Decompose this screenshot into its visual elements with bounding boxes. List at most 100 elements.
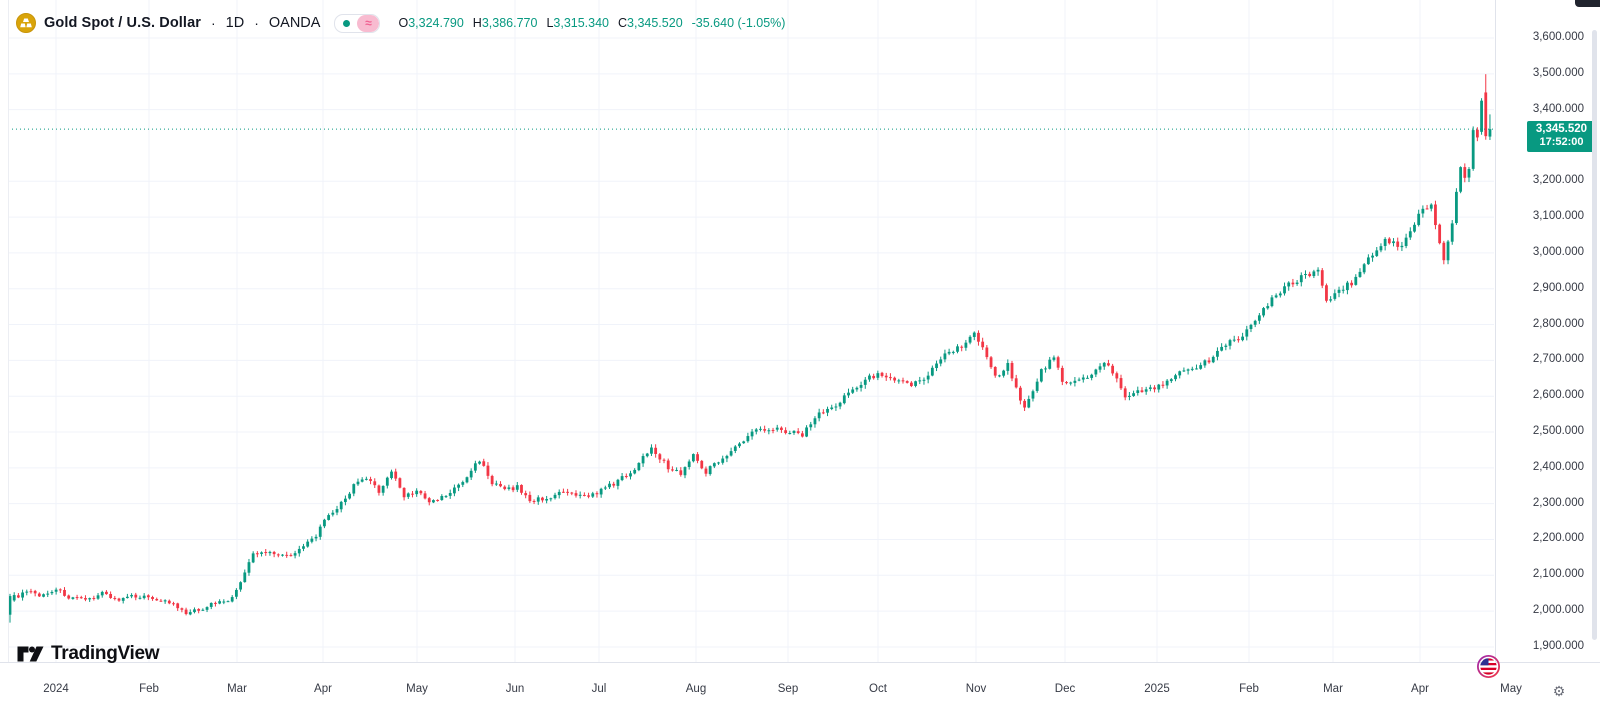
candle-body <box>1245 329 1249 337</box>
candle-body <box>272 551 276 555</box>
candle-body <box>608 483 611 488</box>
candle-body <box>364 478 368 480</box>
candle-body <box>1329 299 1333 301</box>
candle-body <box>1350 282 1353 286</box>
candle-body <box>448 492 452 496</box>
candlestick-chart[interactable] <box>0 0 1495 662</box>
candle-body <box>121 597 125 601</box>
time-tick-label: Mar <box>227 683 247 695</box>
candle-body <box>1459 167 1463 192</box>
candle-body <box>704 468 708 474</box>
price-tick-label: 3,000.000 <box>1532 245 1584 258</box>
candle-body <box>536 497 540 502</box>
candle-body <box>629 473 632 477</box>
candle-body <box>71 597 75 599</box>
candle-body <box>1002 370 1006 376</box>
candle-body <box>1144 389 1148 392</box>
symbol-title[interactable]: Gold Spot / U.S. Dollar <box>44 15 201 31</box>
candle-body <box>620 476 624 481</box>
candle-body <box>742 441 746 444</box>
time-tick-label: Jul <box>591 683 607 695</box>
candle-body <box>562 491 565 493</box>
time-tick-label: Apr <box>1411 683 1429 695</box>
candle-body <box>1190 368 1194 370</box>
candle-body <box>251 553 255 563</box>
candle-body <box>306 541 310 547</box>
candle-body <box>151 597 154 600</box>
candle-body <box>1123 388 1127 398</box>
time-axis[interactable]: 2024 Feb Mar Apr May Jun Jul Aug Sep Oct Nov Dec 202… <box>0 663 1600 707</box>
price-tick-label: 3,600.000 <box>1532 31 1584 43</box>
candle-body <box>977 332 980 342</box>
time-tick-label: Aug <box>685 683 707 695</box>
candle-body <box>297 548 301 554</box>
time-tick-label: Feb <box>139 683 159 695</box>
candle-body <box>1446 241 1450 261</box>
candle-body <box>515 485 519 490</box>
candle-body <box>712 463 716 467</box>
candle-body <box>809 424 813 428</box>
candle-body <box>708 466 712 475</box>
low-value: 3,315.340 <box>553 16 609 30</box>
candle-body <box>1010 362 1014 379</box>
gold-symbol-icon[interactable] <box>16 13 36 33</box>
price-tick-label: 2,100.000 <box>1532 568 1584 581</box>
candle-body <box>96 595 100 599</box>
candle-body <box>1207 360 1211 363</box>
candle-body <box>1228 340 1232 346</box>
candle-body <box>385 477 389 486</box>
interval-label[interactable]: 1D <box>225 15 245 31</box>
pane-left-border <box>8 0 9 662</box>
exchange-label[interactable]: OANDA <box>268 15 321 31</box>
candle-body <box>58 589 62 591</box>
candle-body <box>1358 271 1362 277</box>
candle-body <box>1320 270 1324 286</box>
market-status-pill[interactable]: ≈ <box>334 13 381 33</box>
candle-body <box>1287 282 1291 287</box>
candle-body <box>1400 245 1404 248</box>
candle-body <box>1174 375 1177 380</box>
top-right-partial-button[interactable] <box>1575 0 1600 7</box>
candle-body <box>415 490 419 495</box>
candle-body <box>679 470 683 475</box>
time-tick-label: Mar <box>1323 683 1343 695</box>
candle-body <box>696 454 699 461</box>
candle-body <box>1186 369 1190 371</box>
right-scrollbar[interactable] <box>1592 30 1597 640</box>
tradingview-logo[interactable]: TradingView <box>17 643 160 665</box>
time-tick-label: Dec <box>1054 683 1076 695</box>
candle-body <box>230 597 234 602</box>
candle-body <box>1237 339 1240 341</box>
candle-body <box>46 593 50 595</box>
candle-body <box>423 493 427 499</box>
candle-body <box>956 346 959 352</box>
price-axis-border <box>1495 0 1496 662</box>
candle-body <box>826 408 829 413</box>
price-axis[interactable]: 3,345.520 17:52:00 3,600.000 3,500.000 3,4… <box>1496 0 1600 662</box>
candle-body <box>1107 363 1110 366</box>
time-axis-border <box>0 662 1600 663</box>
axis-settings-gear-icon[interactable]: ⚙ <box>1552 682 1566 699</box>
candle-body <box>302 546 305 549</box>
candle-body <box>1392 241 1395 244</box>
candle-body <box>16 595 20 598</box>
candle-body <box>524 493 528 496</box>
price-tick-label: 2,500.000 <box>1532 425 1584 438</box>
economic-event-flag-icon[interactable] <box>1476 654 1501 679</box>
price-tick-label: 2,700.000 <box>1532 353 1584 366</box>
candle-body <box>1325 285 1328 301</box>
candle-body <box>1148 387 1152 389</box>
candle-body <box>830 407 834 410</box>
candle-body <box>1337 289 1341 293</box>
candle-body <box>1274 295 1278 298</box>
candle-body <box>209 602 213 607</box>
candle-body <box>507 487 511 489</box>
candle-body <box>84 598 87 600</box>
candle-body <box>344 498 347 503</box>
separator: · <box>210 15 216 31</box>
candle-body <box>1442 242 1446 261</box>
candle-body <box>859 384 863 388</box>
candle-body <box>842 395 846 404</box>
candle-body <box>369 479 372 481</box>
candle-body <box>939 359 943 364</box>
